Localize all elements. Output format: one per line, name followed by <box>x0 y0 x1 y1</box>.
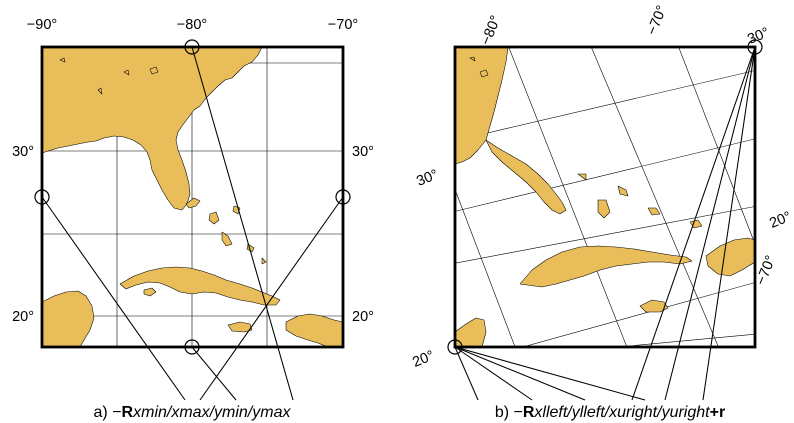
gl-bits-2 <box>123 69 130 76</box>
hispaniola <box>285 313 343 347</box>
bahamas-d <box>261 257 267 265</box>
panel-b-marker-lower-left <box>447 339 463 355</box>
panel-b-map <box>455 47 755 347</box>
panel-b-land <box>455 47 755 347</box>
bahamas-b2 <box>647 207 661 216</box>
panel-a: −90° −80° −70° 30° 20° 30° 20° a) −Rxmin… <box>12 17 374 421</box>
isle-of-youth <box>143 287 157 297</box>
panel-b-caption: b) −Rxlleft/ylleft/xuright/yuright+r <box>495 404 725 421</box>
panel-b-lat-label-top-30: 30° <box>745 25 771 48</box>
panel-a-lat-left-30: 30° <box>12 144 34 160</box>
north-america-coast-b <box>455 47 509 165</box>
panel-b-graticule <box>455 47 755 347</box>
panel-a-marker-bottom <box>184 339 200 355</box>
panel-b: −80° −70° 30° 30° 20° 20° −70° b) −Rxlle… <box>410 3 793 421</box>
panel-a-leaders <box>41 46 344 401</box>
yucatan-b <box>455 317 487 347</box>
florida-b <box>485 139 567 215</box>
andros-b <box>597 199 611 219</box>
panel-a-lat-right-30: 30° <box>352 144 374 160</box>
panel-a-marker-right <box>335 189 351 205</box>
panel-b-lon-label-70: −70° <box>644 3 670 37</box>
gl-bits-b1 <box>479 69 489 78</box>
bahamas-b3 <box>577 173 587 181</box>
jamaica <box>227 321 253 333</box>
andros <box>208 211 220 225</box>
gl-bits-1 <box>149 66 159 75</box>
gl-bits-b2 <box>469 56 476 62</box>
north-america-coast <box>42 47 263 211</box>
panel-a-lon-label-3: −70° <box>328 17 358 33</box>
gl-bits-3 <box>97 87 103 95</box>
panel-a-caption: a) −Rxmin/xmax/ymin/ymax <box>94 404 292 421</box>
panel-a-lon-label-2: −80° <box>177 17 207 33</box>
panel-a-land <box>42 47 343 347</box>
bahamas-b1 <box>617 185 629 197</box>
panel-b-lat-left-20: 20° <box>410 348 436 371</box>
bahamas-e <box>185 197 201 209</box>
cuba <box>119 266 281 306</box>
panel-b-marker-upper-right <box>747 39 763 55</box>
panel-b-lon-right-70: −70° <box>753 253 779 287</box>
panel-b-frame <box>453 45 757 349</box>
panel-a-lon-label-1: −90° <box>27 17 57 33</box>
gl-bits-4 <box>59 57 66 63</box>
panel-a-lat-right-20: 20° <box>352 309 374 325</box>
yucatan <box>42 290 95 347</box>
bahamas-a <box>221 231 233 247</box>
jamaica-b <box>639 299 669 313</box>
panel-b-lat-right-20: 20° <box>767 209 793 232</box>
panel-a-marker-top <box>184 39 200 55</box>
hispaniola-b <box>705 237 755 277</box>
panel-b-lat-left-30: 30° <box>414 167 440 190</box>
panel-b-lon-label-80: −80° <box>478 13 504 47</box>
panel-a-marker-left <box>34 189 50 205</box>
panel-b-leaders <box>454 46 756 401</box>
cuba-b <box>519 245 693 288</box>
panel-a-lat-left-20: 20° <box>12 309 34 325</box>
panel-a-map <box>42 47 343 347</box>
